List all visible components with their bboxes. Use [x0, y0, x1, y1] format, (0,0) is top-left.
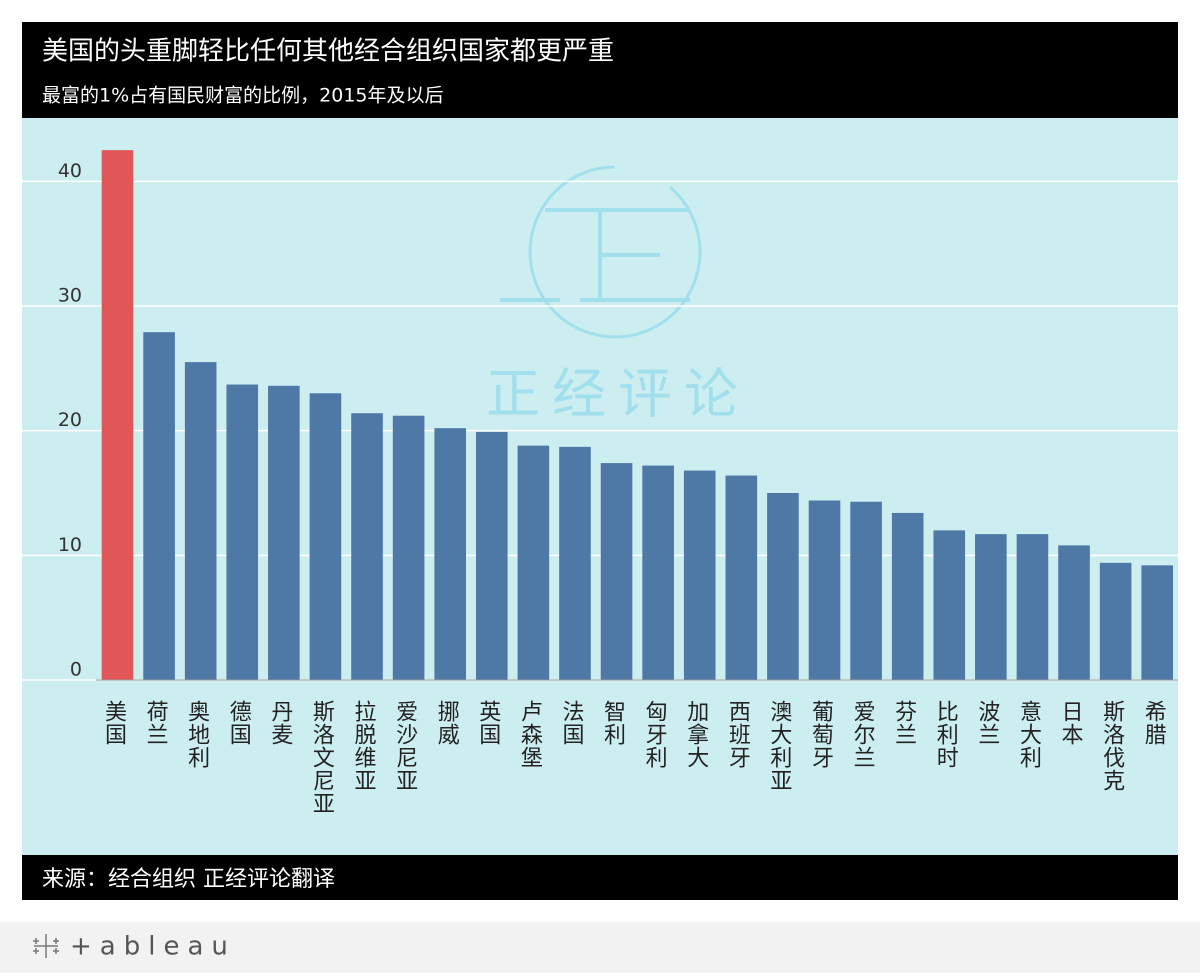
bar [1016, 534, 1049, 680]
bar [434, 428, 467, 680]
bar [268, 385, 300, 680]
x-tick-label: 德国 [226, 700, 252, 746]
bar [975, 534, 1007, 680]
bar [184, 362, 217, 680]
watermark-text: 正经评论 [486, 363, 750, 426]
bar [309, 393, 342, 680]
bar [392, 415, 425, 680]
x-tick-label: 日本 [1058, 700, 1084, 746]
footer [22, 855, 1178, 900]
toolbar [0, 922, 1200, 973]
bar [143, 332, 175, 680]
x-tick-label: 希腊 [1141, 700, 1167, 746]
bar [1058, 545, 1090, 680]
chart-title: 美国的头重脚轻比任何其他经合组织国家都更严重 [42, 37, 614, 67]
x-tick-label: 英国 [475, 700, 501, 746]
x-tick-label: 奥地利 [184, 700, 210, 769]
chart-subtitle: 最富的1%占有国民财富的比例，2015年及以后 [42, 85, 444, 107]
x-tick-label: 丹麦 [267, 700, 293, 746]
bar [642, 465, 674, 680]
x-tick-label: 美国 [101, 700, 127, 746]
bar [767, 493, 799, 680]
x-tick-label: 智利 [600, 700, 626, 746]
logo-ring [528, 165, 702, 339]
x-tick-label: 澳大利亚 [766, 700, 792, 792]
y-tick-label: 20 [58, 409, 82, 431]
x-tick-label: 葡萄牙 [808, 700, 834, 769]
x-tick-label: 斯洛文尼亚 [309, 700, 335, 815]
tableau-brand[interactable]: +ableau [70, 932, 236, 962]
x-tick-label: 斯洛伐克 [1099, 700, 1125, 792]
watermark-logo: 正经评论 [486, 165, 750, 426]
logo-letter [500, 208, 690, 302]
bar [933, 530, 966, 680]
bar [600, 463, 633, 680]
bar [1141, 565, 1174, 680]
x-tick-label: 拉脱维亚 [351, 700, 377, 792]
x-tick-label: 西班牙 [725, 700, 751, 769]
y-tick-label: 40 [58, 160, 82, 182]
bar [475, 431, 508, 680]
x-tick-label: 比利时 [933, 700, 959, 769]
x-tick-label: 意大利 [1016, 700, 1042, 769]
x-tick-label: 匈牙利 [642, 700, 668, 769]
bar [725, 475, 758, 680]
x-tick-label: 挪威 [434, 700, 460, 746]
x-tick-label: 波兰 [974, 700, 1000, 746]
source-note: 来源：经合组织 正经评论翻译 [42, 867, 335, 892]
bar [850, 501, 882, 680]
x-tick-label: 爱沙尼亚 [392, 700, 418, 792]
bar [808, 500, 841, 680]
bar [559, 446, 591, 680]
bar [351, 413, 383, 680]
bar [101, 150, 134, 680]
bar [517, 445, 550, 680]
x-tick-label: 加拿大 [683, 700, 709, 769]
x-tick-label: 卢森堡 [517, 700, 543, 769]
x-tick-label: 爱尔兰 [850, 700, 876, 769]
x-tick-label: 芬兰 [891, 700, 917, 746]
bar [226, 384, 259, 680]
bar [683, 470, 716, 680]
x-tick-label: 荷兰 [143, 700, 169, 746]
tableau-icon [33, 934, 59, 958]
bar [1099, 562, 1132, 680]
y-tick-label: 30 [58, 285, 82, 307]
bar [891, 512, 924, 680]
y-tick-label: 0 [70, 659, 82, 681]
header [22, 22, 1178, 118]
x-tick-label: 法国 [558, 700, 584, 746]
y-tick-label: 10 [58, 534, 82, 556]
